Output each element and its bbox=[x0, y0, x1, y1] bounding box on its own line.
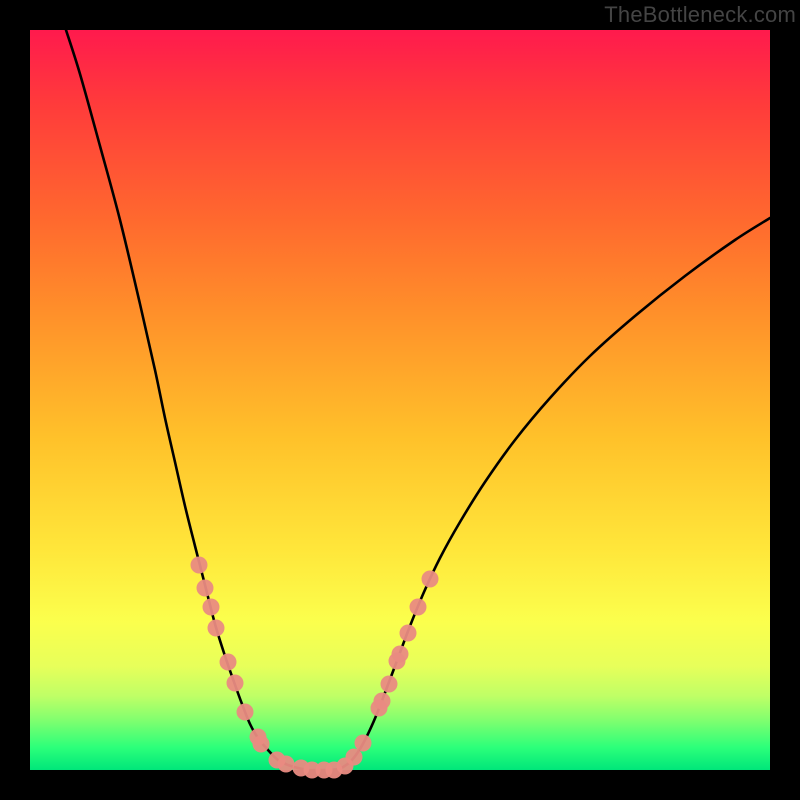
bottleneck-curve-svg bbox=[30, 30, 770, 770]
scatter-point bbox=[208, 620, 225, 637]
scatter-point bbox=[355, 735, 372, 752]
scatter-point bbox=[381, 676, 398, 693]
scatter-point bbox=[346, 749, 363, 766]
chart-frame: TheBottleneck.com bbox=[0, 0, 800, 800]
scatter-point bbox=[410, 599, 427, 616]
scatter-layer bbox=[191, 557, 439, 779]
scatter-point bbox=[278, 756, 295, 773]
scatter-point bbox=[197, 580, 214, 597]
scatter-point bbox=[400, 625, 417, 642]
watermark-label: TheBottleneck.com bbox=[604, 0, 800, 28]
scatter-point bbox=[227, 675, 244, 692]
scatter-point bbox=[237, 704, 254, 721]
curve-left_branch bbox=[66, 30, 298, 768]
scatter-point bbox=[392, 646, 409, 663]
scatter-point bbox=[253, 736, 270, 753]
scatter-point bbox=[374, 693, 391, 710]
curves-layer bbox=[66, 30, 770, 770]
scatter-point bbox=[191, 557, 208, 574]
curve-right_branch bbox=[340, 218, 770, 769]
scatter-point bbox=[422, 571, 439, 588]
scatter-point bbox=[220, 654, 237, 671]
scatter-point bbox=[203, 599, 220, 616]
plot-area bbox=[30, 30, 770, 770]
